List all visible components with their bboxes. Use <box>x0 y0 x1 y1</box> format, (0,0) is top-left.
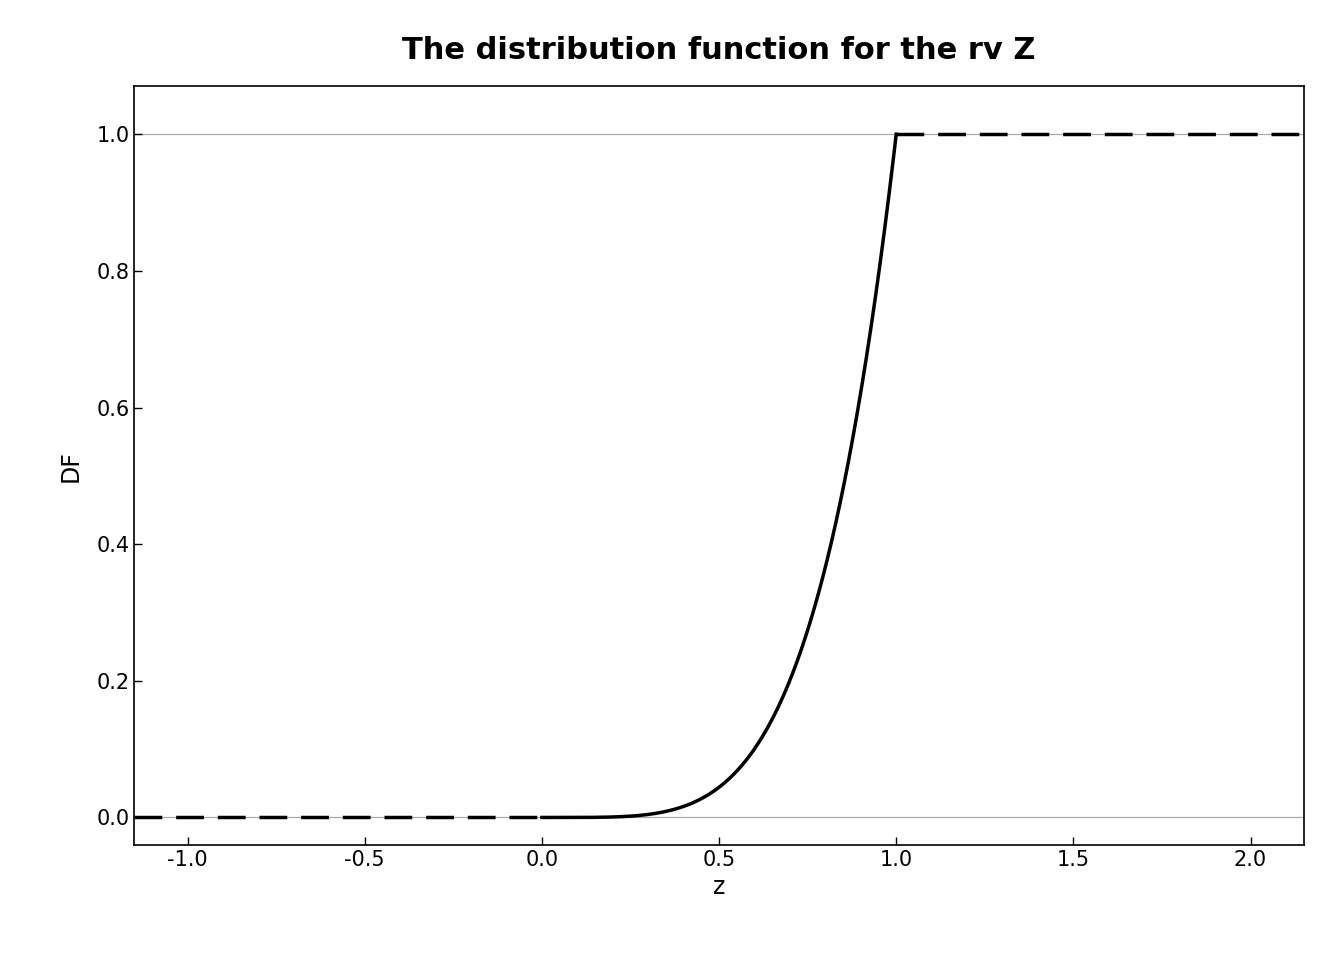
X-axis label: z: z <box>712 876 726 900</box>
Y-axis label: DF: DF <box>58 449 82 482</box>
Title: The distribution function for the rv Z: The distribution function for the rv Z <box>402 36 1036 64</box>
